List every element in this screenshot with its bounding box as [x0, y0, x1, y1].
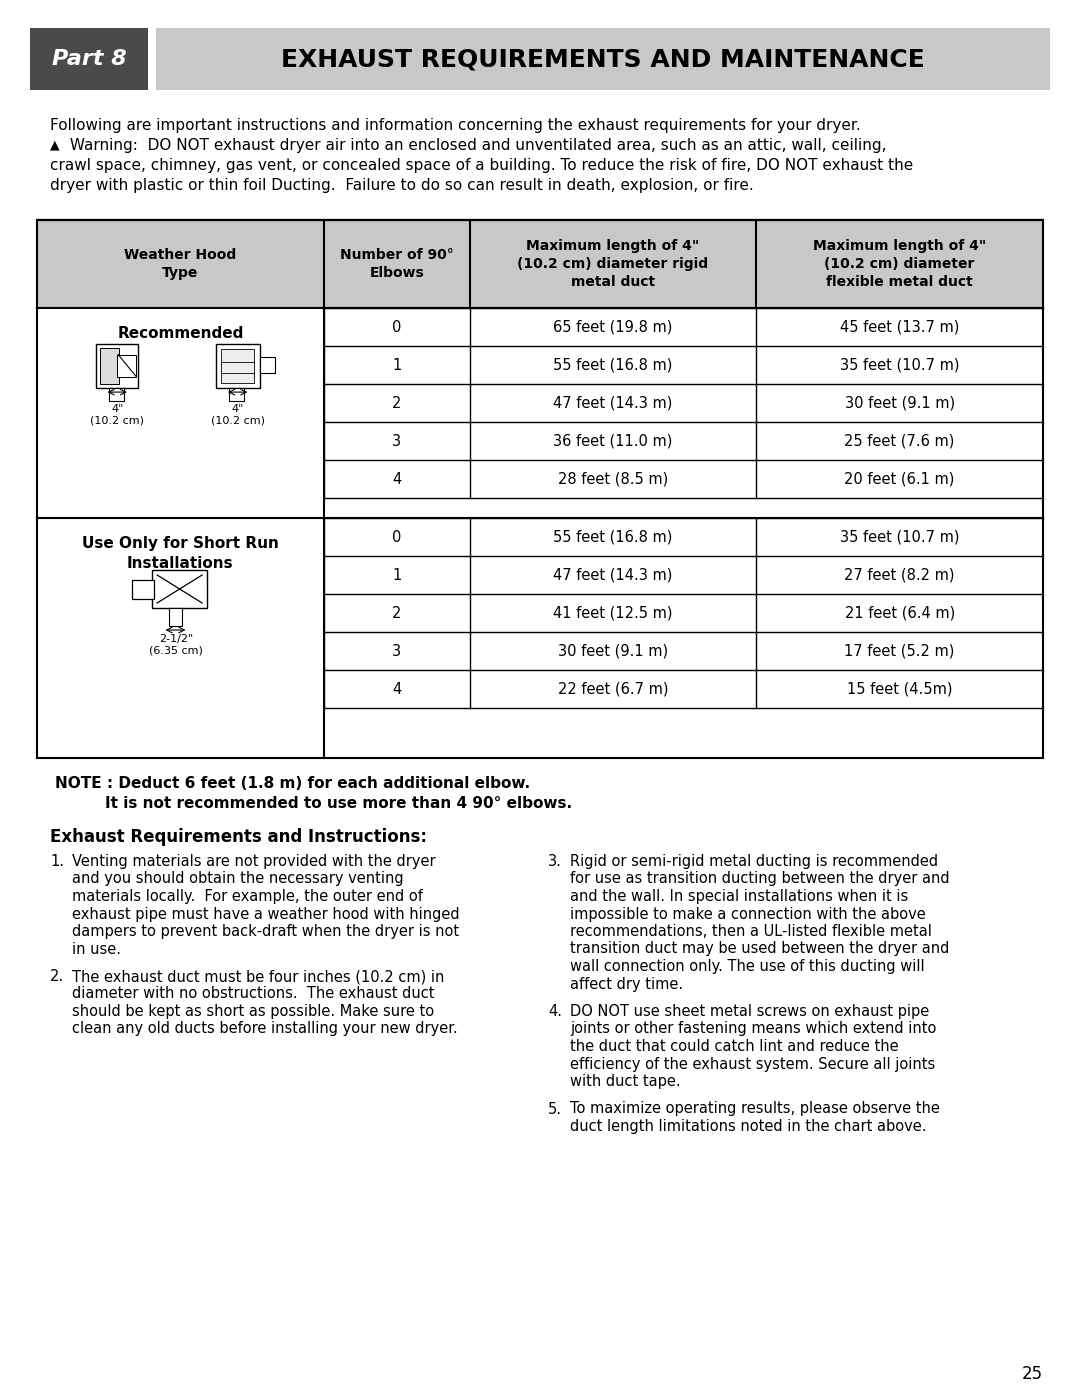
Text: 25 feet (7.6 m): 25 feet (7.6 m) — [845, 433, 955, 449]
Text: 1: 1 — [392, 567, 402, 582]
Text: efficiency of the exhaust system. Secure all joints: efficiency of the exhaust system. Secure… — [570, 1056, 935, 1071]
Bar — [260, 357, 275, 373]
Text: 1.: 1. — [50, 854, 64, 869]
Text: recommendations, then a UL-listed flexible metal: recommendations, then a UL-listed flexib… — [570, 924, 932, 939]
Text: 4: 4 — [392, 471, 402, 486]
Text: dampers to prevent back-draft when the dryer is not: dampers to prevent back-draft when the d… — [72, 924, 459, 939]
Text: 55 feet (16.8 m): 55 feet (16.8 m) — [553, 358, 673, 372]
Text: impossible to make a connection with the above: impossible to make a connection with the… — [570, 907, 926, 922]
Bar — [156, 28, 1050, 91]
Text: for use as transition ducting between the dryer and: for use as transition ducting between th… — [570, 872, 949, 886]
Text: 41 feet (12.5 m): 41 feet (12.5 m) — [553, 606, 673, 620]
Text: DO NOT use sheet metal screws on exhaust pipe: DO NOT use sheet metal screws on exhaust… — [570, 1004, 929, 1020]
Text: 25: 25 — [1022, 1365, 1043, 1383]
Text: 5.: 5. — [548, 1102, 562, 1117]
Bar — [37, 308, 324, 518]
Text: 2-1/2"
(6.35 cm): 2-1/2" (6.35 cm) — [149, 634, 203, 656]
Text: Rigid or semi-rigid metal ducting is recommended: Rigid or semi-rigid metal ducting is rec… — [570, 854, 939, 869]
Bar — [132, 579, 154, 599]
Text: 0: 0 — [392, 529, 402, 545]
Text: 3: 3 — [392, 644, 401, 659]
Text: 3.: 3. — [548, 854, 562, 869]
Text: materials locally.  For example, the outer end of: materials locally. For example, the oute… — [72, 889, 423, 904]
Bar — [221, 350, 255, 383]
Text: Exhaust Requirements and Instructions:: Exhaust Requirements and Instructions: — [50, 827, 427, 846]
Text: 65 feet (19.8 m): 65 feet (19.8 m) — [553, 319, 673, 334]
Text: 1: 1 — [392, 358, 402, 372]
Text: 45 feet (13.7 m): 45 feet (13.7 m) — [840, 319, 959, 334]
Text: transition duct may be used between the dryer and: transition duct may be used between the … — [570, 942, 949, 957]
Text: and you should obtain the necessary venting: and you should obtain the necessary vent… — [72, 872, 404, 886]
Text: joints or other fastening means which extend into: joints or other fastening means which ex… — [570, 1021, 936, 1036]
Bar — [109, 389, 123, 401]
Text: NOTE : Deduct 6 feet (1.8 m) for each additional elbow.: NOTE : Deduct 6 feet (1.8 m) for each ad… — [55, 776, 530, 791]
Text: clean any old ducts before installing your new dryer.: clean any old ducts before installing yo… — [72, 1021, 458, 1036]
Text: 36 feet (11.0 m): 36 feet (11.0 m) — [553, 433, 673, 449]
Bar — [100, 348, 120, 384]
Text: Number of 90°
Elbows: Number of 90° Elbows — [340, 248, 454, 280]
Text: Recommended: Recommended — [117, 326, 244, 341]
Text: should be kept as short as possible. Make sure to: should be kept as short as possible. Mak… — [72, 1004, 434, 1020]
Text: Use Only for Short Run
Installations: Use Only for Short Run Installations — [82, 536, 279, 571]
Text: affect dry time.: affect dry time. — [570, 976, 684, 992]
Bar — [96, 344, 138, 389]
Text: 3: 3 — [392, 433, 401, 449]
Text: the duct that could catch lint and reduce the: the duct that could catch lint and reduc… — [570, 1039, 899, 1055]
Text: 35 feet (10.7 m): 35 feet (10.7 m) — [840, 529, 959, 545]
Text: ▲: ▲ — [50, 138, 59, 150]
Text: 35 feet (10.7 m): 35 feet (10.7 m) — [840, 358, 959, 372]
Text: and the wall. In special installations when it is: and the wall. In special installations w… — [570, 889, 908, 904]
Text: Part 8: Part 8 — [52, 49, 126, 70]
Text: 4"
(10.2 cm): 4" (10.2 cm) — [211, 404, 265, 426]
Text: The exhaust duct must be four inches (10.2 cm) in: The exhaust duct must be four inches (10… — [72, 970, 444, 983]
Bar — [30, 28, 148, 91]
Bar — [216, 344, 260, 389]
Bar — [37, 518, 324, 758]
Bar — [168, 607, 183, 625]
Text: Weather Hood
Type: Weather Hood Type — [124, 248, 237, 280]
Bar — [118, 354, 136, 376]
Text: 0: 0 — [392, 319, 402, 334]
Text: Following are important instructions and information concerning the exhaust requ: Following are important instructions and… — [50, 118, 861, 132]
Text: Maximum length of 4"
(10.2 cm) diameter rigid
metal duct: Maximum length of 4" (10.2 cm) diameter … — [517, 238, 708, 290]
Text: To maximize operating results, please observe the: To maximize operating results, please ob… — [570, 1102, 940, 1117]
Text: 27 feet (8.2 m): 27 feet (8.2 m) — [845, 567, 955, 582]
Text: Venting materials are not provided with the dryer: Venting materials are not provided with … — [72, 854, 435, 869]
Text: 2: 2 — [392, 396, 402, 411]
Text: 47 feet (14.3 m): 47 feet (14.3 m) — [553, 396, 673, 411]
Text: 21 feet (6.4 m): 21 feet (6.4 m) — [845, 606, 955, 620]
Text: 55 feet (16.8 m): 55 feet (16.8 m) — [553, 529, 673, 545]
Text: 4.: 4. — [548, 1004, 562, 1020]
Bar — [229, 389, 244, 401]
Bar — [152, 570, 207, 607]
Text: in use.: in use. — [72, 942, 121, 957]
Text: 20 feet (6.1 m): 20 feet (6.1 m) — [845, 471, 955, 486]
Text: exhaust pipe must have a weather hood with hinged: exhaust pipe must have a weather hood wi… — [72, 907, 460, 922]
Text: 2.: 2. — [50, 970, 64, 983]
Text: 15 feet (4.5m): 15 feet (4.5m) — [847, 681, 953, 696]
Text: 30 feet (9.1 m): 30 feet (9.1 m) — [558, 644, 669, 659]
Text: 28 feet (8.5 m): 28 feet (8.5 m) — [557, 471, 669, 486]
Text: duct length limitations noted in the chart above.: duct length limitations noted in the cha… — [570, 1119, 927, 1134]
Text: 47 feet (14.3 m): 47 feet (14.3 m) — [553, 567, 673, 582]
Text: Maximum length of 4"
(10.2 cm) diameter
flexible metal duct: Maximum length of 4" (10.2 cm) diameter … — [813, 238, 986, 290]
Text: diameter with no obstructions.  The exhaust duct: diameter with no obstructions. The exhau… — [72, 986, 434, 1002]
Bar — [37, 220, 1043, 308]
Text: wall connection only. The use of this ducting will: wall connection only. The use of this du… — [570, 958, 924, 974]
Text: EXHAUST REQUIREMENTS AND MAINTENANCE: EXHAUST REQUIREMENTS AND MAINTENANCE — [281, 47, 924, 71]
Text: 22 feet (6.7 m): 22 feet (6.7 m) — [557, 681, 669, 696]
Text: 4: 4 — [392, 681, 402, 696]
Text: crawl space, chimney, gas vent, or concealed space of a building. To reduce the : crawl space, chimney, gas vent, or conce… — [50, 157, 914, 173]
Text: 17 feet (5.2 m): 17 feet (5.2 m) — [845, 644, 955, 659]
Text: It is not recommended to use more than 4 90° elbows.: It is not recommended to use more than 4… — [105, 795, 572, 811]
Text: dryer with plastic or thin foil Ducting.  Failure to do so can result in death, : dryer with plastic or thin foil Ducting.… — [50, 178, 754, 194]
Text: 2: 2 — [392, 606, 402, 620]
Text: Warning:  DO NOT exhaust dryer air into an enclosed and unventilated area, such : Warning: DO NOT exhaust dryer air into a… — [65, 138, 887, 153]
Text: 30 feet (9.1 m): 30 feet (9.1 m) — [845, 396, 955, 411]
Text: with duct tape.: with duct tape. — [570, 1074, 680, 1089]
Text: 4"
(10.2 cm): 4" (10.2 cm) — [91, 404, 145, 426]
